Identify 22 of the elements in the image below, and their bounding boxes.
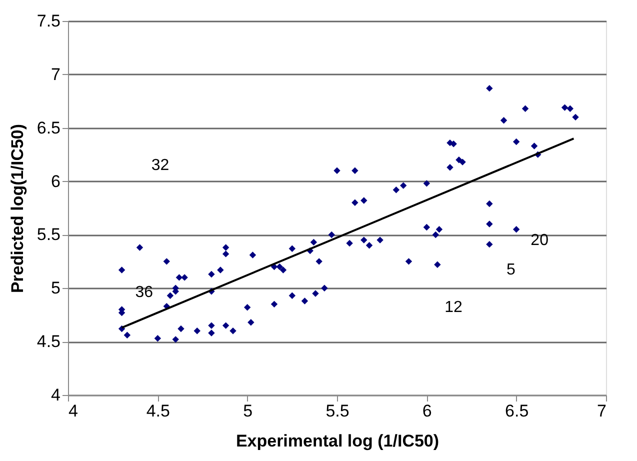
annotation: 20 (530, 232, 549, 249)
y-tick-label: 4.5 (36, 332, 60, 352)
y-tick-label: 7.5 (36, 12, 60, 30)
annotation: 36 (135, 284, 154, 302)
x-tick-label: 5 (243, 402, 253, 420)
x-tick-label: 6 (422, 402, 432, 420)
x-axis-title: Experimental log (1/IC50) (236, 432, 440, 450)
annotation: 5 (506, 262, 516, 279)
y-tick-label: 4 (51, 386, 60, 404)
y-axis-title: Predicted log(1/IC50) (8, 124, 27, 294)
x-tick-label: 7 (597, 402, 606, 420)
x-tick-label: 5.5 (326, 402, 350, 420)
annotation: 12 (444, 299, 462, 316)
x-tick-label: 4.5 (146, 402, 170, 420)
x-tick-label: 4 (68, 402, 78, 420)
y-tick-label: 6 (51, 172, 60, 191)
x-tick-label: 6.5 (505, 402, 529, 420)
y-tick-label: 6.5 (36, 118, 60, 138)
y-tick-label: 5 (51, 278, 60, 298)
annotation: 32 (151, 156, 170, 174)
y-tick-label: 5.5 (36, 225, 60, 244)
y-tick-label: 7 (51, 64, 60, 84)
